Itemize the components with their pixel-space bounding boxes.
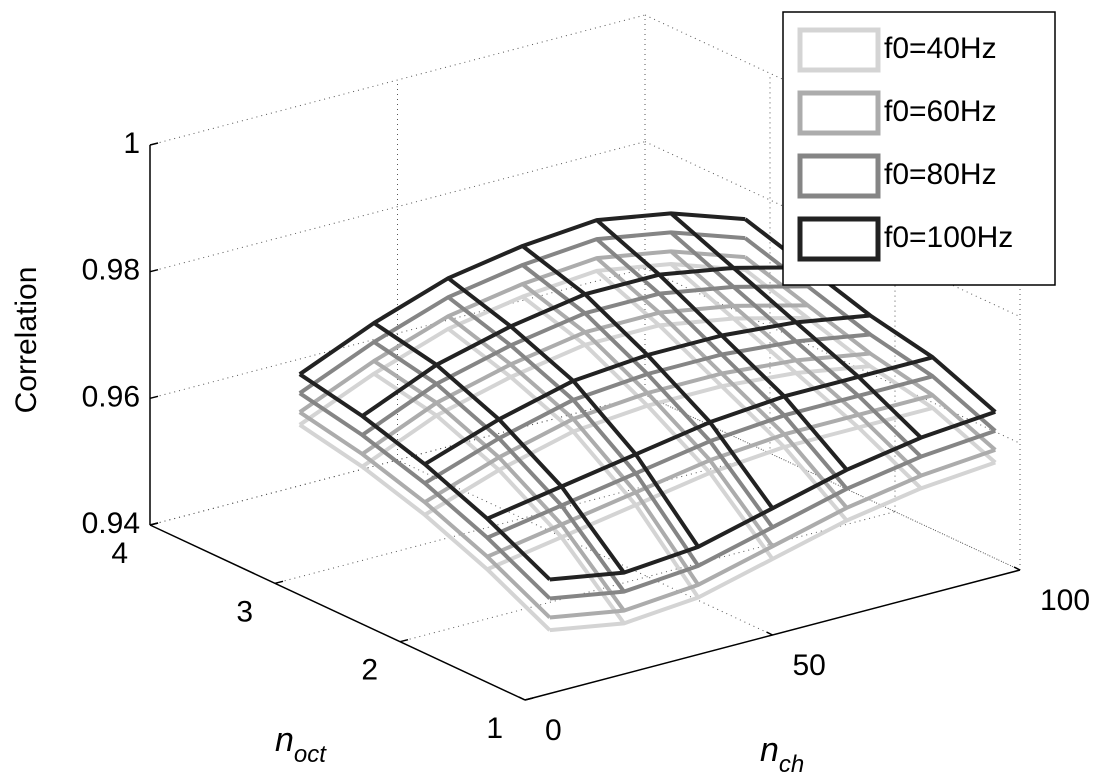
x-tick-label: 50 (793, 649, 826, 682)
tick-mark (149, 268, 159, 273)
tick-mark (518, 696, 526, 701)
grid-line (149, 267, 646, 399)
tick-mark (149, 522, 159, 526)
x-tick-label: 0 (545, 714, 562, 747)
mesh-line (595, 269, 849, 522)
tick-mark (274, 580, 284, 585)
z-tick-label: 0.96 (82, 380, 140, 413)
grid-line (274, 452, 771, 584)
mesh (298, 211, 997, 633)
mesh-line (447, 276, 700, 548)
tick-mark (524, 697, 534, 701)
x-axis-label-main: n (760, 731, 779, 769)
tick-mark (1013, 566, 1021, 571)
mesh-line (521, 282, 775, 548)
mesh-line (595, 237, 849, 491)
mesh-line (669, 262, 923, 490)
y-tick-label: 4 (111, 537, 128, 570)
x-axis-label: nch (760, 731, 804, 778)
mesh-line (298, 423, 552, 632)
y-axis-label-main: n (275, 721, 294, 759)
mesh-line (669, 211, 923, 440)
tick-mark (149, 395, 159, 400)
legend-label: f0=100Hz (884, 221, 1013, 254)
tick-mark (766, 631, 773, 636)
tick-mark (399, 638, 409, 643)
mesh-line (298, 372, 552, 581)
mesh-line (372, 372, 626, 625)
legend: f0=40Hz f0=60Hz f0=80Hz f0=100Hz (782, 11, 1056, 286)
legend-label: f0=60Hz (884, 95, 997, 128)
mesh-line (595, 256, 849, 510)
y-tick-label: 2 (361, 654, 378, 687)
legend-swatch (797, 216, 881, 262)
grid-line (149, 14, 646, 146)
axes: 0.94 0.96 0.98 1 1 2 3 4 0 50 100 (82, 127, 1090, 747)
x-tick-label: 100 (1040, 584, 1090, 617)
y-axis-label: noct (275, 721, 327, 768)
y-tick-label: 1 (486, 712, 503, 745)
mesh-line (521, 244, 775, 510)
mesh-line (298, 410, 552, 619)
tick-mark (149, 142, 159, 146)
legend-label: f0=40Hz (884, 32, 997, 65)
z-tick-label: 1 (123, 127, 140, 160)
legend-swatch (797, 153, 881, 199)
mesh-line (447, 314, 700, 586)
legend-swatch (797, 27, 881, 73)
legend-label: f0=80Hz (884, 158, 997, 191)
legend-box (782, 11, 1056, 286)
mesh-line (744, 255, 997, 452)
y-axis-label-sub: oct (294, 741, 327, 768)
mesh-line (372, 359, 626, 612)
mesh-line (447, 327, 700, 599)
grid-line (399, 511, 896, 643)
mesh-line (372, 340, 626, 593)
z-tick-label: 0.94 (82, 507, 140, 540)
mesh-line (447, 295, 700, 567)
mesh-line (521, 295, 775, 561)
z-tick-label: 0.98 (82, 254, 140, 287)
legend-swatch (797, 90, 881, 136)
y-axis (149, 524, 526, 701)
mesh-line (521, 263, 775, 529)
grid-line (149, 141, 646, 273)
mesh-line (298, 391, 552, 600)
x-axis-label-sub: ch (779, 751, 804, 778)
y-tick-label: 3 (236, 595, 253, 628)
mesh-line (372, 321, 626, 574)
z-axis-label: Correlation (10, 267, 43, 414)
mesh-line (595, 218, 849, 472)
